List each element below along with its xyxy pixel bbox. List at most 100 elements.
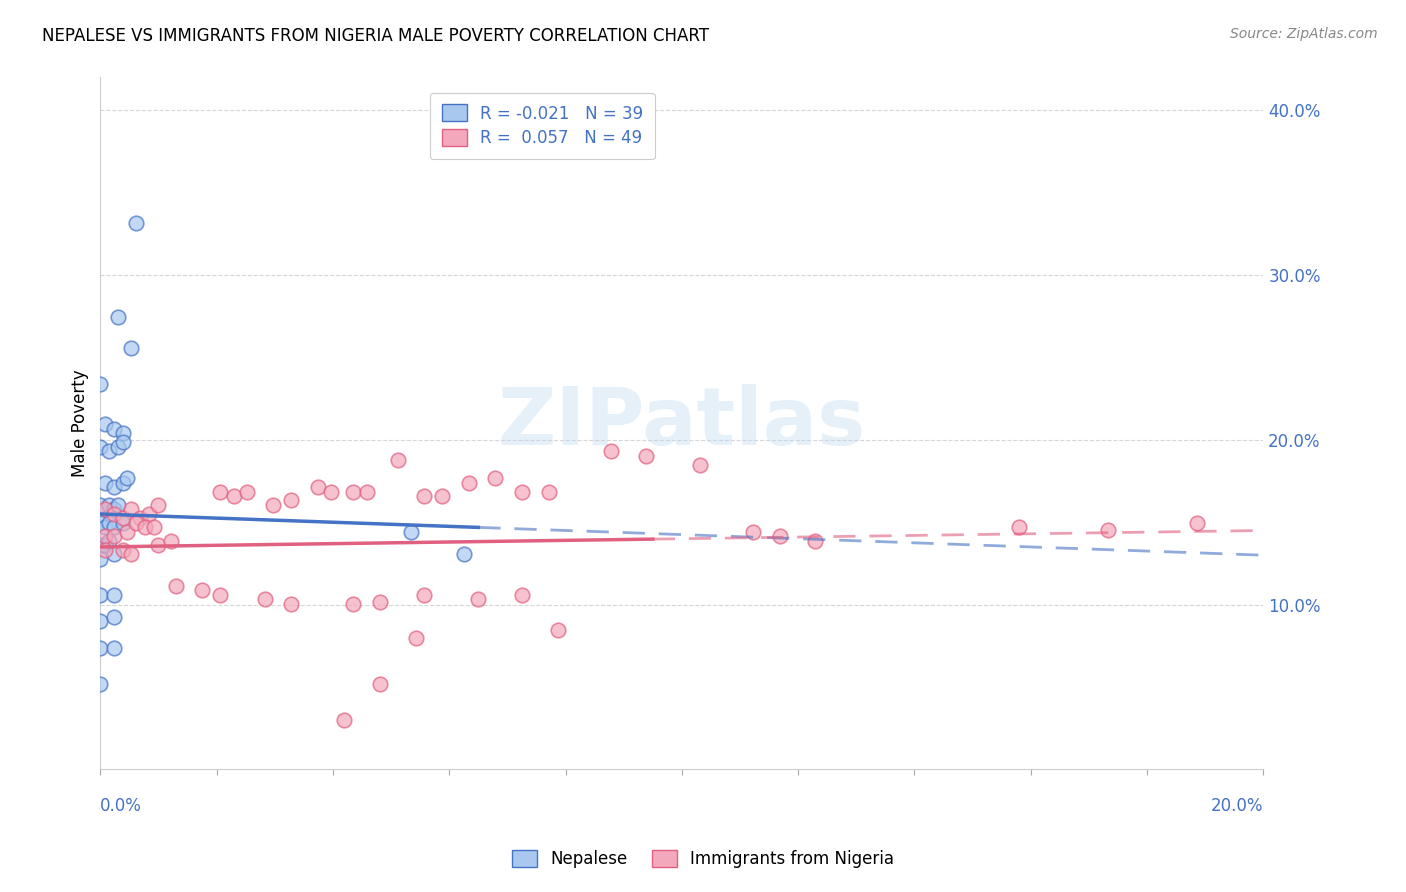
Text: ZIPatlas: ZIPatlas xyxy=(498,384,866,462)
Point xyxy=(103,507,125,521)
Point xyxy=(94,417,117,432)
Point xyxy=(103,422,125,436)
Point xyxy=(356,484,378,499)
Point xyxy=(741,524,763,539)
Point xyxy=(510,484,533,499)
Point xyxy=(142,520,165,534)
Point xyxy=(107,498,129,512)
Point xyxy=(342,484,364,499)
Point xyxy=(111,426,134,441)
Point xyxy=(111,435,134,450)
Point xyxy=(1097,523,1119,537)
Point xyxy=(89,551,111,566)
Point xyxy=(768,529,790,543)
Point xyxy=(107,310,129,324)
Point xyxy=(94,529,117,543)
Point xyxy=(98,444,121,458)
Point xyxy=(103,480,125,494)
Point xyxy=(537,484,560,499)
Legend: Nepalese, Immigrants from Nigeria: Nepalese, Immigrants from Nigeria xyxy=(505,843,901,875)
Point xyxy=(103,641,125,656)
Point xyxy=(146,498,169,512)
Point xyxy=(94,520,117,534)
Point xyxy=(89,641,111,656)
Legend: R = -0.021   N = 39, R =  0.057   N = 49: R = -0.021 N = 39, R = 0.057 N = 49 xyxy=(430,93,655,159)
Point xyxy=(165,579,187,593)
Point xyxy=(599,444,621,458)
Text: 20.0%: 20.0% xyxy=(1211,797,1264,815)
Point xyxy=(413,489,436,503)
Point xyxy=(209,484,232,499)
Point xyxy=(387,453,409,467)
Point xyxy=(467,592,489,607)
Point xyxy=(125,216,148,230)
Point xyxy=(103,547,125,561)
Text: Source: ZipAtlas.com: Source: ZipAtlas.com xyxy=(1230,27,1378,41)
Point xyxy=(191,583,214,598)
Point xyxy=(510,588,533,602)
Point xyxy=(368,677,391,691)
Point xyxy=(280,493,302,508)
Point xyxy=(89,440,111,454)
Point xyxy=(120,547,142,561)
Point xyxy=(94,542,117,557)
Point xyxy=(115,524,138,539)
Point xyxy=(98,498,121,512)
Point xyxy=(321,484,343,499)
Point xyxy=(111,542,134,557)
Point xyxy=(103,502,125,516)
Point xyxy=(689,458,711,472)
Point xyxy=(111,516,134,530)
Point xyxy=(120,341,142,355)
Point xyxy=(804,533,827,548)
Text: 0.0%: 0.0% xyxy=(100,797,142,815)
Point xyxy=(484,471,506,485)
Point xyxy=(457,475,479,490)
Point xyxy=(253,592,276,607)
Point xyxy=(280,597,302,611)
Point xyxy=(103,520,125,534)
Point xyxy=(89,498,111,512)
Point xyxy=(307,480,329,494)
Point xyxy=(138,507,160,521)
Point xyxy=(453,547,475,561)
Point xyxy=(430,489,453,503)
Point xyxy=(405,631,427,645)
Point xyxy=(111,475,134,490)
Point xyxy=(89,538,111,552)
Point xyxy=(94,502,117,516)
Point xyxy=(342,597,364,611)
Point xyxy=(413,588,436,602)
Point xyxy=(94,475,117,490)
Point xyxy=(103,529,125,543)
Point xyxy=(333,713,356,727)
Point xyxy=(89,376,111,391)
Point xyxy=(103,610,125,624)
Point xyxy=(368,595,391,609)
Point xyxy=(1008,520,1031,534)
Point xyxy=(89,615,111,629)
Point xyxy=(160,533,183,548)
Point xyxy=(98,516,121,530)
Point xyxy=(209,588,232,602)
Point xyxy=(547,624,569,638)
Point xyxy=(263,498,285,512)
Point xyxy=(1185,516,1208,530)
Point xyxy=(236,484,259,499)
Point xyxy=(89,588,111,602)
Point xyxy=(222,489,245,503)
Point xyxy=(89,677,111,691)
Point xyxy=(94,538,117,552)
Text: NEPALESE VS IMMIGRANTS FROM NIGERIA MALE POVERTY CORRELATION CHART: NEPALESE VS IMMIGRANTS FROM NIGERIA MALE… xyxy=(42,27,709,45)
Point xyxy=(120,502,142,516)
Point xyxy=(129,511,152,525)
Point xyxy=(636,449,658,463)
Point xyxy=(111,511,134,525)
Point xyxy=(125,516,148,530)
Point xyxy=(89,516,111,530)
Point xyxy=(103,588,125,602)
Point xyxy=(107,440,129,454)
Point xyxy=(98,533,121,548)
Point xyxy=(115,471,138,485)
Point xyxy=(134,520,156,534)
